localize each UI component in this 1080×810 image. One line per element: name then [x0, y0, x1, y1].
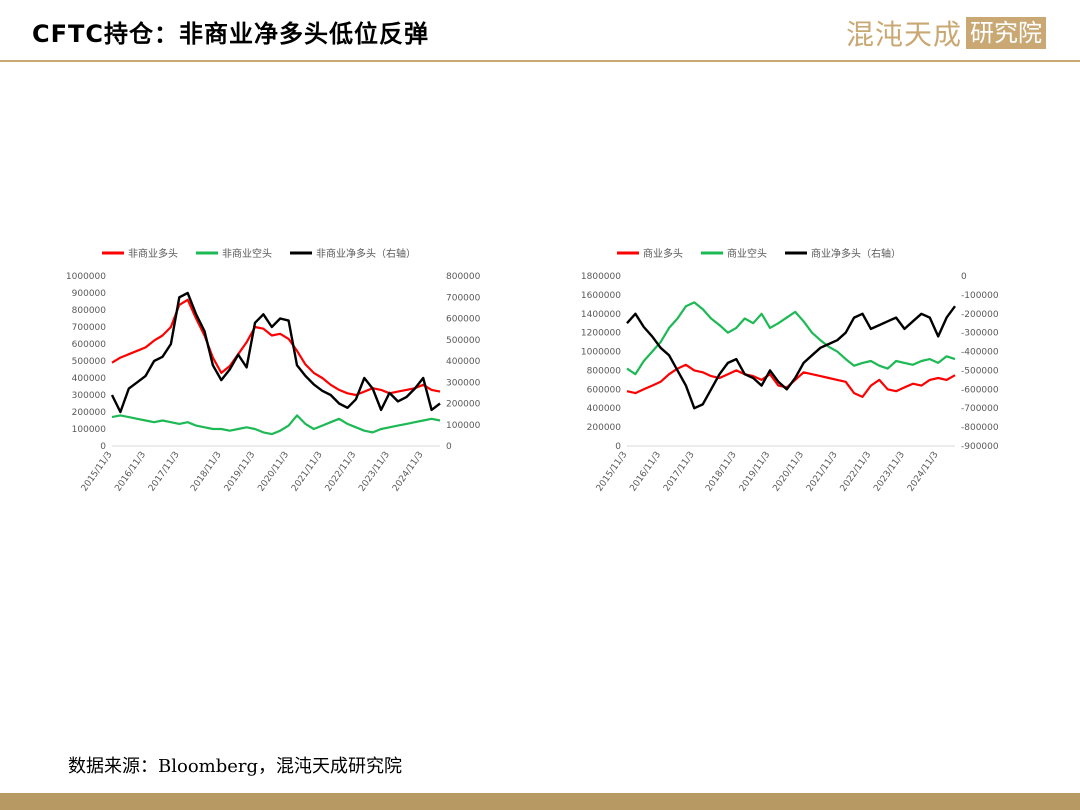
- footer-bar: [0, 793, 1080, 810]
- series-line-2: [626, 305, 956, 410]
- legend-label: 商业空头: [727, 247, 767, 260]
- x-tick-label: 2019/11/3: [738, 450, 773, 494]
- y-right-tick-label: -700000: [961, 404, 999, 414]
- legend-label: 商业净多头（右轴）: [811, 247, 901, 260]
- y-right-tick-label: 200000: [446, 400, 481, 410]
- noncommercial-chart-svg: 非商业多头 非商业空头 非商业净多头（右轴） 0 100000 200000 300000 4…: [66, 247, 481, 494]
- series-line-1: [111, 414, 441, 436]
- header-divider: [0, 60, 1080, 62]
- x-tick-label: 2020/11/3: [771, 450, 806, 494]
- y-left-tick-label: 1800000: [581, 272, 621, 282]
- commercial-chart-svg: 商业多头 商业空头 商业净多头（右轴） 0 200000 400000 600000 8000…: [581, 247, 999, 494]
- y-right-tick-label: -300000: [961, 329, 999, 339]
- legend-label: 非商业空头: [222, 247, 272, 260]
- logo-box-text: 研究院: [966, 17, 1047, 49]
- y-right-tick-label: 300000: [446, 378, 481, 388]
- y-right-tick-label: 700000: [446, 293, 481, 303]
- y-right-tick-label: -100000: [961, 291, 999, 301]
- noncommercial-positions-chart: 非商业多头 非商业空头 非商业净多头（右轴） 0 100000 200000 300000 4…: [60, 238, 490, 508]
- y-left-tick-label: 400000: [587, 404, 622, 414]
- page-title: CFTC持仓：非商业净多头低位反弹: [32, 20, 429, 48]
- y-left-tick-label: 1400000: [581, 310, 621, 320]
- y-left-tick-label: 900000: [72, 289, 107, 299]
- y-left-tick-label: 600000: [587, 385, 622, 395]
- y-right-tick-label: 100000: [446, 421, 481, 431]
- y-left-tick-label: 1600000: [581, 291, 621, 301]
- commercial-positions-chart: 商业多头 商业空头 商业净多头（右轴） 0 200000 400000 600000 8000…: [575, 238, 1005, 508]
- y-right-tick-label: 600000: [446, 315, 481, 325]
- y-right-tick-label: 500000: [446, 336, 481, 346]
- x-tick-label: 2018/11/3: [189, 450, 224, 494]
- y-right-tick-label: -400000: [961, 348, 999, 358]
- y-left-tick-label: 200000: [72, 408, 107, 418]
- y-left-tick-label: 1000000: [581, 348, 621, 358]
- x-tick-label: 2018/11/3: [704, 450, 739, 494]
- y-left-tick-label: 400000: [72, 374, 107, 384]
- series-line-2: [110, 291, 441, 414]
- y-right-tick-label: -800000: [961, 423, 999, 433]
- logo-text: 混沌天成: [846, 18, 963, 51]
- y-right-tick-label: 800000: [446, 272, 481, 282]
- x-tick-label: 2023/11/3: [872, 450, 907, 494]
- y-right-tick-label: -600000: [961, 385, 999, 395]
- y-left-tick-label: 0: [100, 442, 106, 452]
- y-left-tick-label: 1000000: [66, 272, 106, 282]
- y-left-tick-label: 1200000: [581, 329, 621, 339]
- y-left-tick-label: 100000: [72, 425, 107, 435]
- y-left-tick-label: 800000: [587, 366, 622, 376]
- y-right-tick-label: -900000: [961, 442, 999, 452]
- x-tick-label: 2022/11/3: [324, 450, 359, 494]
- y-right-tick-label: 400000: [446, 357, 481, 367]
- y-left-tick-label: 600000: [72, 340, 107, 350]
- y-right-tick-label: 0: [961, 272, 967, 282]
- y-left-tick-label: 700000: [72, 323, 107, 333]
- y-left-tick-label: 0: [615, 442, 621, 452]
- x-tick-label: 2023/11/3: [357, 450, 392, 494]
- y-left-tick-label: 200000: [587, 423, 622, 433]
- legend-label: 商业多头: [643, 247, 683, 260]
- legend-label: 非商业净多头（右轴）: [316, 247, 416, 260]
- x-tick-label: 2020/11/3: [256, 450, 291, 494]
- y-left-tick-label: 300000: [72, 391, 107, 401]
- x-tick-label: 2019/11/3: [223, 450, 258, 494]
- x-tick-label: 2021/11/3: [290, 450, 325, 494]
- y-right-tick-label: 0: [446, 442, 452, 452]
- series-line-1: [626, 301, 956, 376]
- y-left-tick-label: 500000: [72, 357, 107, 367]
- x-tick-label: 2021/11/3: [805, 450, 840, 494]
- series-line-0: [111, 298, 441, 397]
- x-tick-label: 2024/11/3: [906, 450, 941, 494]
- y-right-tick-label: -500000: [961, 366, 999, 376]
- data-source: 数据来源：Bloomberg，混沌天成研究院: [68, 756, 403, 777]
- x-tick-label: 2022/11/3: [839, 450, 874, 494]
- x-tick-label: 2017/11/3: [147, 450, 182, 494]
- x-tick-label: 2016/11/3: [628, 450, 663, 494]
- y-left-tick-label: 800000: [72, 306, 107, 316]
- x-tick-label: 2015/11/3: [595, 450, 630, 494]
- brand-logo: 混沌天成 研究院: [846, 12, 1058, 54]
- y-right-tick-label: -200000: [961, 310, 999, 320]
- x-tick-label: 2015/11/3: [80, 450, 115, 494]
- x-tick-label: 2017/11/3: [662, 450, 697, 494]
- x-tick-label: 2016/11/3: [113, 450, 148, 494]
- x-tick-label: 2024/11/3: [391, 450, 426, 494]
- legend-label: 非商业多头: [128, 247, 178, 260]
